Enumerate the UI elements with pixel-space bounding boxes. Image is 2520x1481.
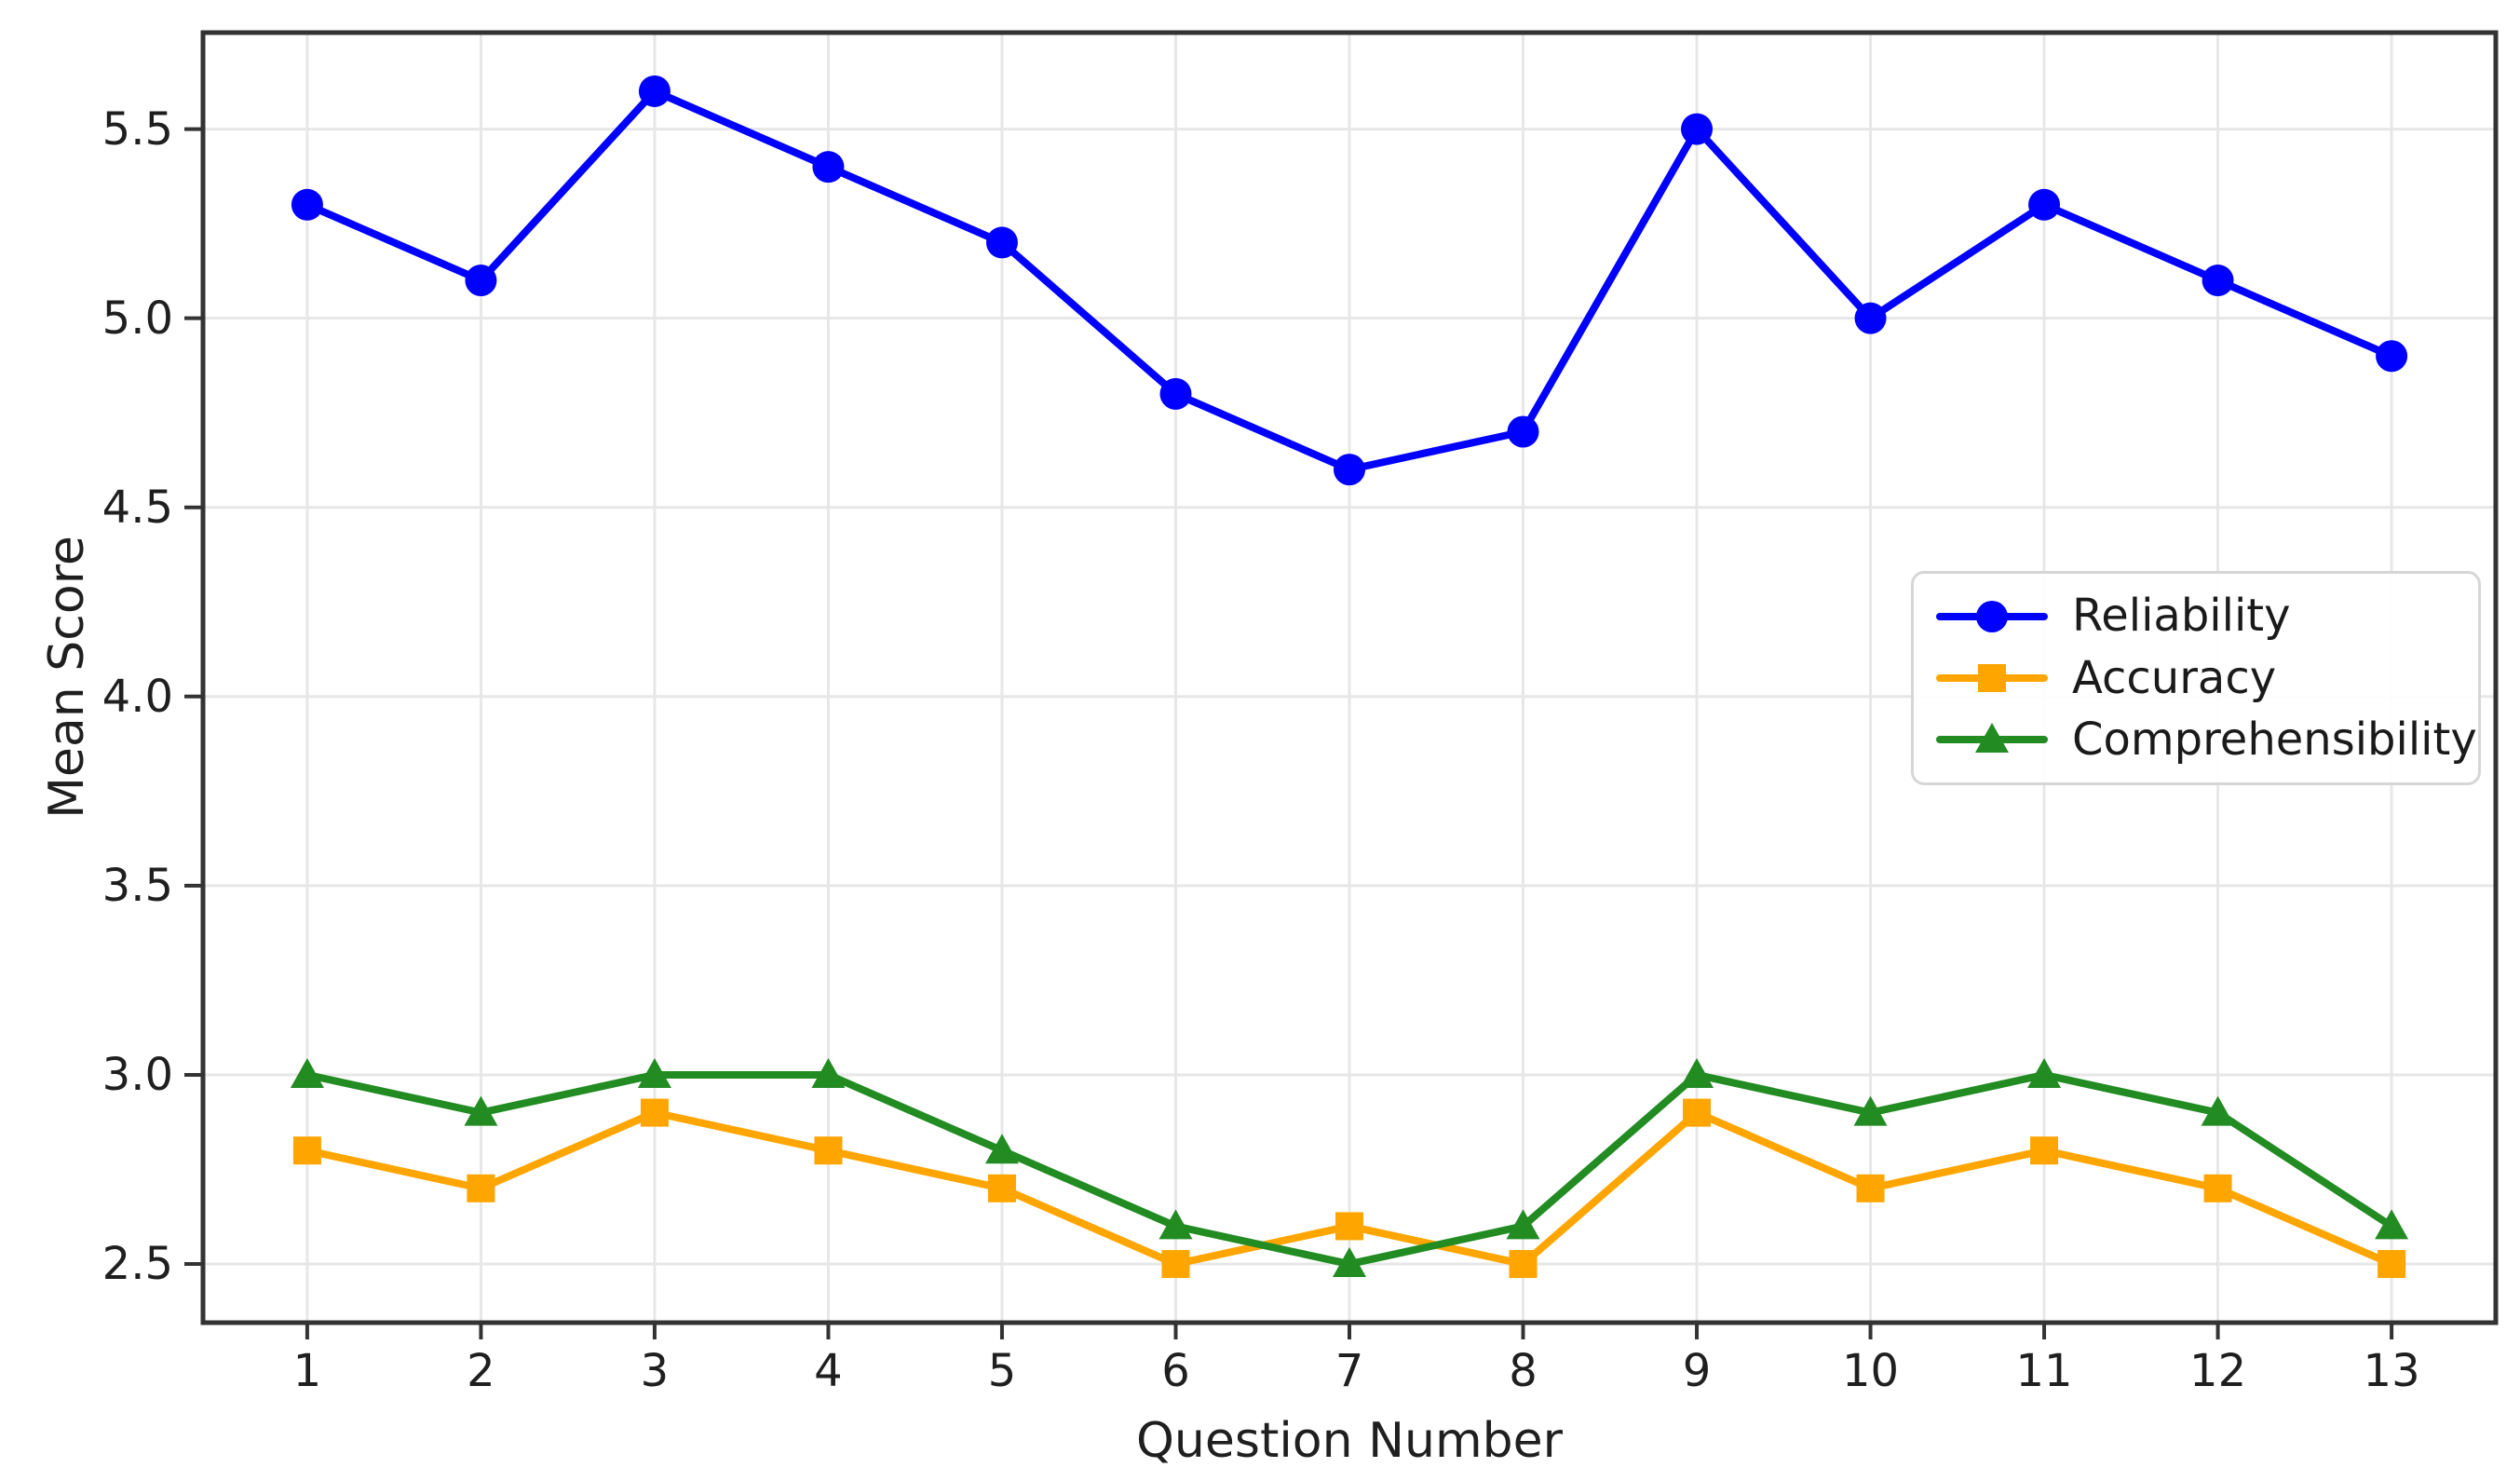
x-tick-label: 8 <box>1509 1345 1538 1397</box>
data-point-square <box>292 1136 321 1165</box>
x-tick-label: 7 <box>1335 1345 1364 1397</box>
data-point-circle <box>1334 454 1365 486</box>
y-tick-label: 2.5 <box>102 1238 173 1291</box>
data-point-circle <box>291 188 323 221</box>
data-point-triangle <box>637 1057 671 1088</box>
plot-border <box>200 30 2499 1325</box>
data-point-circle <box>985 226 1018 259</box>
data-point-square <box>1509 1250 1538 1279</box>
data-point-square <box>1335 1212 1363 1241</box>
data-point-circle <box>1976 600 2008 632</box>
legend: Reliability Accuracy Comprehensibility <box>1911 571 2481 785</box>
series-comprehensibility <box>290 1057 2409 1278</box>
data-point-triangle <box>464 1095 498 1126</box>
x-tick-label: 3 <box>640 1345 670 1397</box>
legend-item-comprehensibility: Comprehensibility <box>1936 714 2477 765</box>
y-tick-label: 3.0 <box>102 1048 173 1101</box>
x-tick-label: 5 <box>987 1345 1017 1397</box>
series-reliability <box>291 75 2408 486</box>
data-point-circle <box>1854 302 1887 334</box>
accuracy-marker-icon <box>1936 663 2048 692</box>
data-point-circle <box>2028 188 2061 221</box>
data-point-square <box>2203 1174 2232 1202</box>
x-tick-label: 13 <box>2363 1345 2420 1397</box>
data-point-square <box>1161 1250 1190 1279</box>
data-point-circle <box>1681 113 1714 145</box>
legend-item-reliability: Reliability <box>1936 591 2456 641</box>
x-tick-label: 9 <box>1682 1345 1712 1397</box>
comprehensibility-marker-icon <box>1936 723 2048 754</box>
x-tick-label: 6 <box>1161 1345 1190 1397</box>
data-point-triangle <box>811 1057 846 1088</box>
x-tick-label: 10 <box>1841 1345 1900 1397</box>
data-point-circle <box>1507 415 1539 448</box>
data-point-triangle <box>290 1057 324 1088</box>
reliability-marker-icon <box>1936 600 2048 632</box>
data-point-triangle <box>1975 723 2009 754</box>
x-tick-label: 1 <box>292 1345 322 1397</box>
data-point-square <box>2030 1136 2059 1165</box>
data-point-triangle <box>2027 1057 2062 1088</box>
x-tick-label: 11 <box>2015 1345 2073 1397</box>
y-tick-label: 4.5 <box>102 481 173 534</box>
legend-label-reliability: Reliability <box>2072 590 2291 643</box>
data-point-triangle <box>1853 1095 1888 1126</box>
legend-item-accuracy: Accuracy <box>1936 651 2456 704</box>
data-point-circle <box>465 265 497 297</box>
data-point-circle <box>638 75 671 107</box>
data-point-triangle <box>1680 1057 1714 1088</box>
data-point-square <box>2378 1250 2406 1279</box>
legend-label-accuracy: Accuracy <box>2072 651 2277 704</box>
data-point-square <box>640 1098 669 1127</box>
data-point-triangle <box>2201 1095 2235 1126</box>
y-tick-label: 5.0 <box>102 292 173 345</box>
x-tick-label: 2 <box>467 1345 495 1397</box>
x-tick-label: 4 <box>814 1345 843 1397</box>
data-point-square <box>467 1174 495 1202</box>
data-point-triangle <box>1506 1209 1540 1240</box>
data-point-circle <box>812 151 845 183</box>
data-point-square <box>1978 663 2006 692</box>
y-tick-label: 3.5 <box>102 859 173 912</box>
data-point-square <box>1856 1174 1885 1202</box>
x-axis-label: Question Number <box>1136 1413 1563 1469</box>
series-accuracy <box>292 1098 2406 1279</box>
legend-label-comprehensibility: Comprehensibility <box>2072 713 2477 766</box>
data-point-circle <box>2202 265 2234 297</box>
data-point-triangle <box>1158 1209 1193 1240</box>
x-tick-label: 12 <box>2189 1345 2247 1397</box>
y-tick-label: 4.0 <box>102 670 173 723</box>
data-point-triangle <box>2375 1209 2409 1240</box>
data-point-square <box>987 1174 1016 1202</box>
data-point-triangle <box>1333 1247 1366 1278</box>
data-point-square <box>1683 1098 1712 1127</box>
data-point-triangle <box>984 1134 1019 1164</box>
data-point-circle <box>2376 340 2408 373</box>
data-point-circle <box>1159 377 1192 410</box>
data-point-square <box>814 1136 843 1165</box>
y-tick-label: 5.5 <box>102 102 173 156</box>
